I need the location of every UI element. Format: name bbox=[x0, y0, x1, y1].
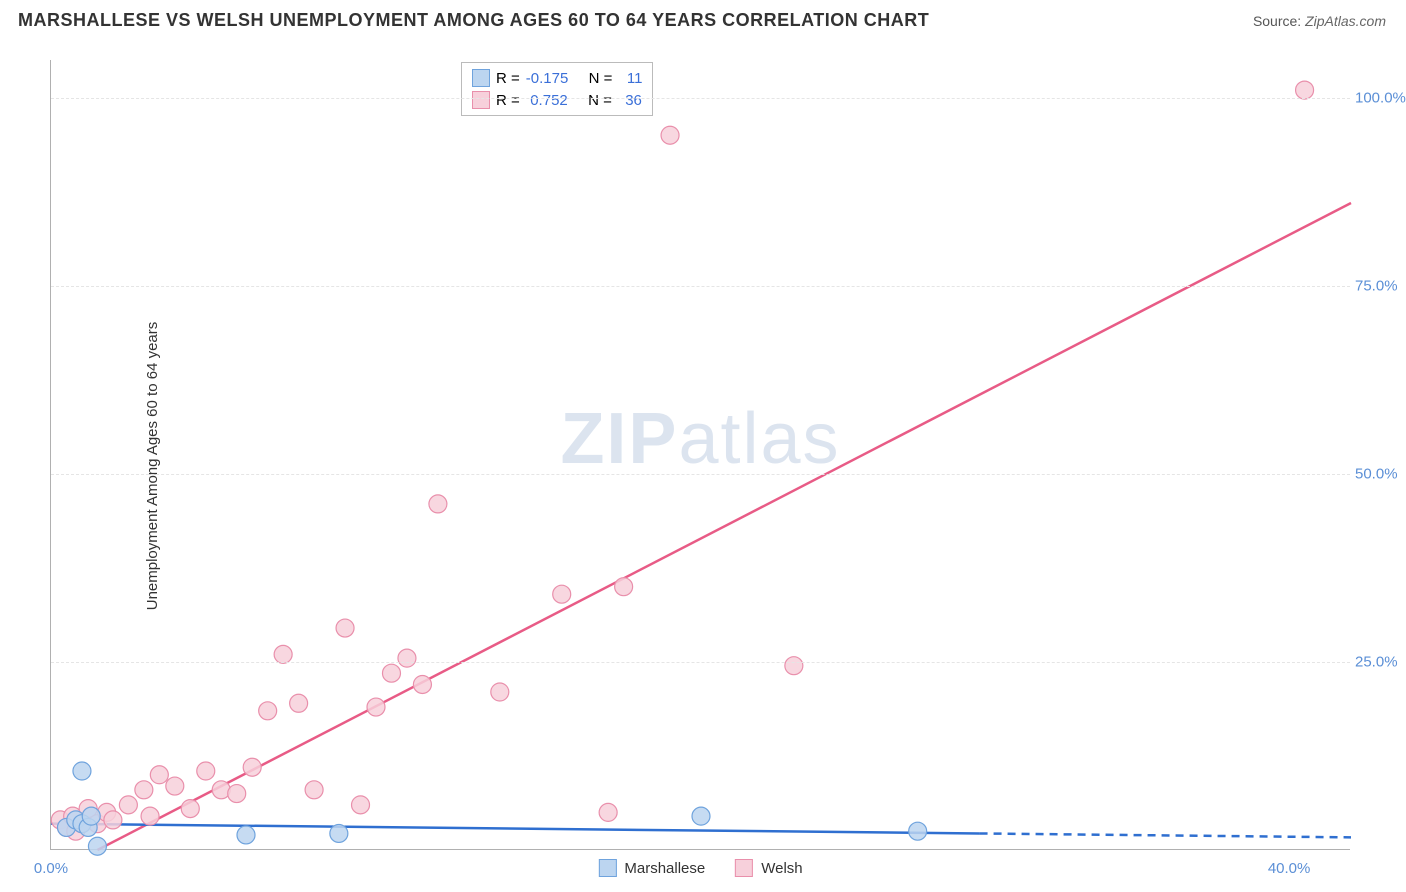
chart-source: Source: ZipAtlas.com bbox=[1253, 13, 1386, 29]
welsh-r-value: 0.752 bbox=[526, 92, 568, 109]
source-label: Source: bbox=[1253, 13, 1301, 29]
plot-svg bbox=[51, 60, 1350, 849]
n-label: N = bbox=[589, 70, 613, 87]
grid-line-h bbox=[51, 286, 1350, 287]
n-label: N = bbox=[588, 92, 612, 109]
chart-title: MARSHALLESE VS WELSH UNEMPLOYMENT AMONG … bbox=[18, 10, 929, 31]
welsh-n-value: 36 bbox=[618, 92, 642, 109]
source-value: ZipAtlas.com bbox=[1305, 13, 1386, 29]
plot-area: ZIPatlas R = -0.175 N = 11 R = 0.752 N =… bbox=[50, 60, 1350, 850]
legend-swatch-marshallese bbox=[472, 69, 490, 87]
bottom-legend: Marshallese Welsh bbox=[598, 859, 802, 877]
y-tick-label: 25.0% bbox=[1355, 653, 1406, 670]
legend-swatch-welsh-icon bbox=[735, 859, 753, 877]
bottom-legend-welsh: Welsh bbox=[735, 859, 802, 877]
x-tick-right: 40.0% bbox=[1268, 860, 1311, 877]
stats-legend: R = -0.175 N = 11 R = 0.752 N = 36 bbox=[461, 62, 653, 116]
legend-label-marshallese: Marshallese bbox=[624, 860, 705, 877]
stats-legend-row-marshallese: R = -0.175 N = 11 bbox=[472, 67, 642, 89]
legend-label-welsh: Welsh bbox=[761, 860, 802, 877]
y-tick-label: 50.0% bbox=[1355, 465, 1406, 482]
marshallese-r-value: -0.175 bbox=[526, 70, 569, 87]
legend-swatch-welsh bbox=[472, 91, 490, 109]
chart-header: MARSHALLESE VS WELSH UNEMPLOYMENT AMONG … bbox=[0, 0, 1406, 36]
chart-container: Unemployment Among Ages 60 to 64 years Z… bbox=[0, 40, 1406, 892]
stats-legend-row-welsh: R = 0.752 N = 36 bbox=[472, 89, 642, 111]
y-tick-label: 100.0% bbox=[1355, 89, 1406, 106]
y-tick-label: 75.0% bbox=[1355, 277, 1406, 294]
legend-swatch-marshallese-icon bbox=[598, 859, 616, 877]
r-label: R = bbox=[496, 92, 520, 109]
r-label: R = bbox=[496, 70, 520, 87]
bottom-legend-marshallese: Marshallese bbox=[598, 859, 705, 877]
marshallese-n-value: 11 bbox=[618, 70, 642, 87]
grid-line-h bbox=[51, 662, 1350, 663]
grid-line-h bbox=[51, 474, 1350, 475]
x-tick-0: 0.0% bbox=[34, 860, 68, 877]
grid-line-h bbox=[51, 98, 1350, 99]
